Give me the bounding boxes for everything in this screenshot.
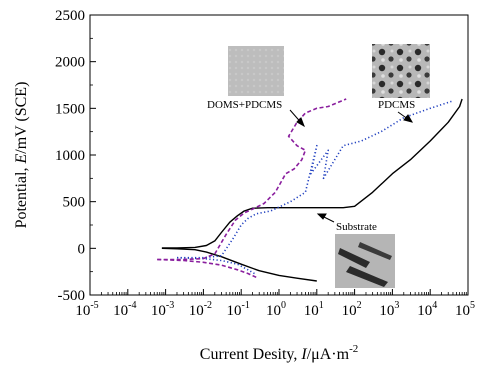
x-tick-label: 102 xyxy=(342,300,362,319)
x-tick-label: 100 xyxy=(266,300,286,319)
annotation-arrows xyxy=(289,109,414,223)
series-line-doms-pdcms-cathodic xyxy=(157,258,257,279)
x-tick-label: 10-3 xyxy=(151,300,174,319)
annotation-doms-pdcms: DOMS+PDCMS xyxy=(207,99,282,111)
x-tick-label: 103 xyxy=(379,300,399,319)
x-tick-label: 10-2 xyxy=(189,300,212,319)
y-tick-label: -500 xyxy=(58,288,86,304)
y-tick-label: 500 xyxy=(63,195,86,211)
x-tick-label: 105 xyxy=(455,300,475,319)
x-tick-labels: 10-5 10-4 10-3 10-2 10-1 100 101 102 103 104 105 xyxy=(75,300,475,319)
micrograph-pdcms xyxy=(372,44,430,98)
x-tick-label: 10-5 xyxy=(75,300,98,319)
y-tick-labels: -500 0 500 1000 1500 2000 2500 xyxy=(55,8,85,304)
annotation-substrate: Substrate xyxy=(336,221,377,233)
x-axis-label: Current Desity, I/μA·m-2 xyxy=(200,343,358,363)
x-tick-label: 10-4 xyxy=(113,300,136,319)
series-layer xyxy=(157,98,463,282)
x-tick-label: 101 xyxy=(304,300,324,319)
series-line-substrate-cathodic xyxy=(161,247,317,282)
x-tick-label: 104 xyxy=(417,300,437,319)
y-tick-label: 1500 xyxy=(55,101,85,117)
y-axis-label: Potential, E/mV (SCE) xyxy=(13,82,30,229)
x-tick-label: 10-1 xyxy=(227,300,250,319)
annotation-pdcms: PDCMS xyxy=(378,99,415,111)
series-line-doms-pdcms-anodic xyxy=(157,98,347,261)
micrograph-doms-pdcms xyxy=(228,46,284,96)
y-tick-label: 1000 xyxy=(55,148,85,164)
y-tick-label: 0 xyxy=(78,241,86,257)
y-tick-label: 2000 xyxy=(55,55,85,71)
series-line-pdcms-anodic xyxy=(177,100,454,259)
series-line-substrate-anodic xyxy=(161,98,463,249)
axis-ticks xyxy=(89,14,469,296)
y-tick-label: 2500 xyxy=(55,8,85,24)
micrograph-substrate xyxy=(335,234,395,288)
